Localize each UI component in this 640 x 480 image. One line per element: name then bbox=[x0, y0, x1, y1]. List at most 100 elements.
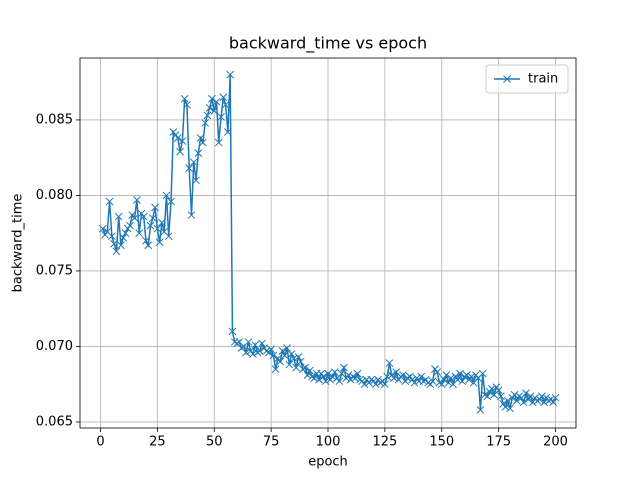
data-marker bbox=[390, 374, 398, 383]
data-marker bbox=[544, 396, 553, 405]
y-tick-label: 0.085 bbox=[36, 112, 73, 127]
data-marker bbox=[130, 214, 139, 222]
data-marker bbox=[349, 372, 357, 381]
plot-frame bbox=[79, 57, 577, 429]
data-marker bbox=[110, 239, 118, 248]
data-marker bbox=[164, 232, 173, 241]
data-marker bbox=[512, 396, 521, 405]
data-marker bbox=[540, 398, 549, 407]
legend-marker bbox=[503, 75, 511, 83]
data-marker bbox=[294, 353, 303, 361]
legend-label: train bbox=[528, 72, 558, 87]
data-marker bbox=[549, 398, 558, 407]
y-tick-label: 0.075 bbox=[36, 263, 73, 278]
x-tick-label: 125 bbox=[372, 435, 397, 450]
x-tick-label: 100 bbox=[316, 435, 341, 450]
data-marker bbox=[526, 392, 535, 401]
data-marker bbox=[196, 134, 205, 142]
data-marker bbox=[315, 375, 323, 384]
data-marker bbox=[267, 345, 275, 354]
data-marker bbox=[551, 393, 560, 402]
data-marker bbox=[107, 232, 116, 241]
data-marker bbox=[428, 377, 437, 386]
data-marker bbox=[258, 339, 266, 348]
data-marker bbox=[328, 372, 337, 381]
data-marker bbox=[435, 378, 444, 387]
data-marker bbox=[483, 392, 492, 401]
x-tick-label: 75 bbox=[263, 435, 280, 450]
data-marker bbox=[319, 372, 328, 381]
data-marker bbox=[135, 229, 144, 238]
data-marker bbox=[162, 191, 171, 200]
data-marker bbox=[353, 369, 362, 378]
data-marker bbox=[399, 371, 407, 379]
data-marker bbox=[503, 396, 512, 405]
data-marker bbox=[185, 164, 194, 173]
x-axis-label: epoch bbox=[308, 455, 348, 470]
y-tick-label: 0.080 bbox=[36, 188, 73, 203]
data-marker bbox=[228, 327, 237, 336]
data-marker bbox=[299, 365, 307, 373]
data-marker bbox=[176, 147, 184, 156]
x-tick-label: 25 bbox=[149, 435, 166, 450]
data-marker bbox=[403, 374, 412, 383]
data-marker bbox=[458, 377, 467, 386]
data-marker bbox=[146, 221, 155, 230]
data-marker bbox=[330, 368, 339, 376]
y-tick-label: 0.065 bbox=[36, 414, 73, 429]
data-marker bbox=[506, 404, 514, 413]
data-marker bbox=[148, 214, 157, 222]
data-marker bbox=[456, 369, 464, 378]
data-marker bbox=[381, 380, 389, 389]
data-marker bbox=[133, 196, 141, 204]
y-tick-label: 0.070 bbox=[36, 339, 73, 354]
data-marker bbox=[276, 357, 285, 366]
data-marker bbox=[214, 138, 223, 147]
data-marker bbox=[424, 378, 432, 387]
data-marker bbox=[285, 360, 294, 369]
data-marker bbox=[510, 390, 519, 399]
data-marker bbox=[419, 377, 428, 386]
data-marker bbox=[142, 236, 150, 245]
data-marker bbox=[221, 100, 230, 109]
data-marker bbox=[519, 398, 528, 407]
data-marker bbox=[194, 149, 203, 157]
data-marker bbox=[249, 350, 257, 358]
data-marker bbox=[144, 241, 153, 250]
data-marker bbox=[226, 70, 235, 79]
data-marker bbox=[219, 93, 228, 102]
x-tick-label: 175 bbox=[486, 435, 511, 450]
data-marker bbox=[151, 203, 159, 212]
data-marker bbox=[126, 221, 134, 230]
data-marker bbox=[244, 338, 253, 346]
data-marker bbox=[515, 392, 523, 401]
data-marker bbox=[212, 97, 221, 106]
data-marker bbox=[183, 100, 191, 109]
data-marker bbox=[269, 351, 278, 360]
data-marker bbox=[444, 378, 453, 387]
data-marker bbox=[167, 197, 175, 206]
data-marker bbox=[467, 372, 476, 381]
data-marker bbox=[287, 350, 296, 358]
data-marker bbox=[351, 374, 360, 383]
data-marker bbox=[290, 354, 298, 363]
data-marker bbox=[180, 94, 189, 103]
data-marker bbox=[433, 368, 442, 376]
data-marker bbox=[494, 386, 503, 395]
data-marker bbox=[462, 371, 471, 379]
data-marker bbox=[205, 103, 214, 112]
data-marker bbox=[278, 347, 287, 355]
data-marker bbox=[158, 218, 166, 227]
data-marker bbox=[501, 403, 510, 411]
data-marker bbox=[376, 378, 385, 387]
data-marker bbox=[522, 389, 530, 398]
data-marker bbox=[280, 351, 289, 360]
data-marker bbox=[538, 392, 546, 401]
data-marker bbox=[371, 380, 380, 389]
data-marker bbox=[460, 372, 469, 381]
data-marker bbox=[383, 372, 392, 381]
data-marker bbox=[178, 137, 187, 145]
data-marker bbox=[217, 113, 225, 121]
data-marker bbox=[301, 363, 310, 372]
data-marker bbox=[224, 128, 232, 136]
